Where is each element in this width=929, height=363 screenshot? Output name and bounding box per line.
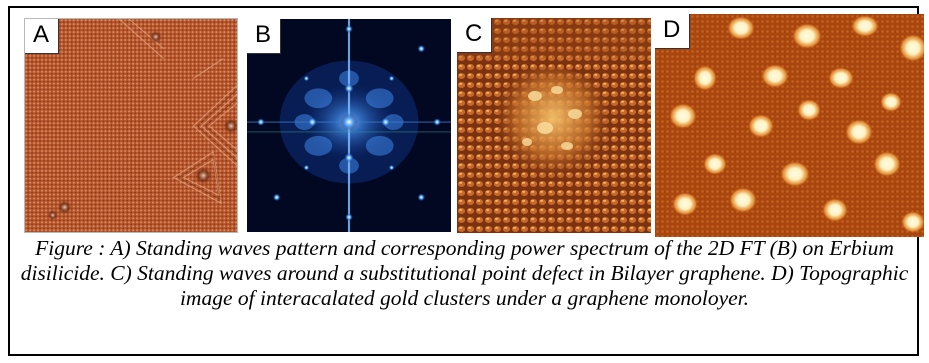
panel-d-gold-clusters-image: D — [655, 14, 924, 237]
panel-a-graphic — [25, 19, 237, 232]
panel-a-label: A — [25, 19, 60, 54]
panel-a-standing-waves-image: A — [24, 18, 238, 233]
panel-c-graphic — [457, 18, 651, 233]
panel-b-label: B — [247, 19, 282, 54]
panel-b-power-spectrum-image: B — [246, 18, 452, 233]
panel-d-label: D — [655, 14, 691, 49]
panel-c-defect-3d-image: C — [457, 18, 651, 233]
panel-c-label: C — [457, 18, 493, 53]
panel-b-graphic — [247, 19, 451, 232]
figure-caption: Figure : A) Standing waves pattern and c… — [20, 236, 909, 310]
panel-d-graphic — [655, 14, 924, 237]
